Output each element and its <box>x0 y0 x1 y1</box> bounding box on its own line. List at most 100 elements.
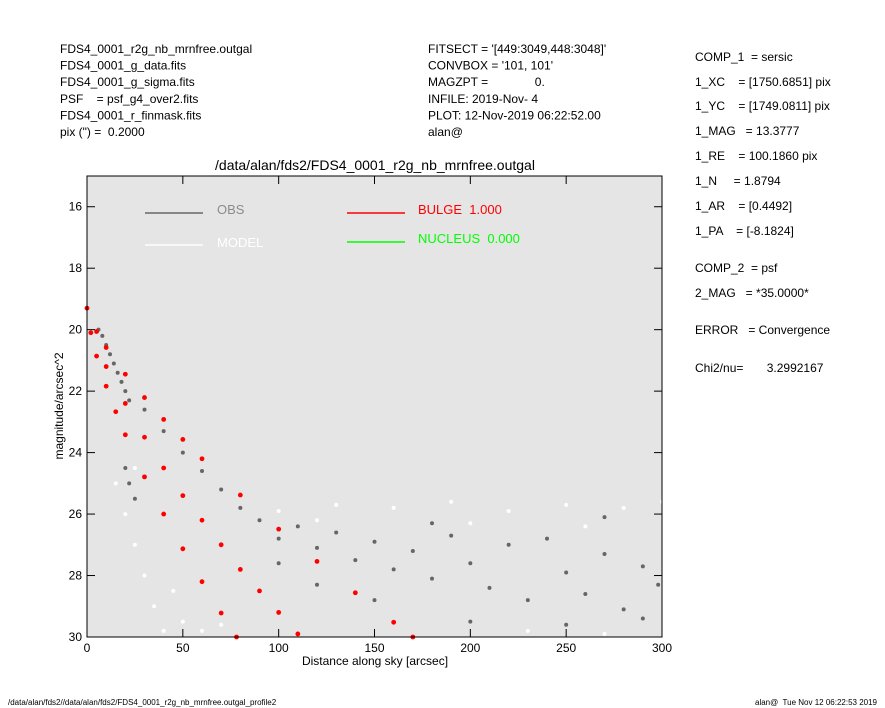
data-point <box>334 530 339 535</box>
data-point <box>257 518 262 523</box>
data-point <box>602 552 607 557</box>
legend-label: OBS <box>217 202 245 217</box>
legend-label: BULGE 1.000 <box>418 202 502 217</box>
data-point <box>161 465 167 471</box>
header-left-line: PSF = psf_g4_over2.fits <box>60 92 198 106</box>
data-point <box>583 591 588 596</box>
y-tick-label: 26 <box>69 507 83 521</box>
data-point <box>119 379 124 384</box>
data-point <box>115 370 120 375</box>
data-point <box>142 474 147 480</box>
data-point <box>410 548 415 553</box>
parameter-line: COMP_2 = psf <box>695 261 778 275</box>
data-point <box>314 558 320 564</box>
data-point <box>94 329 99 334</box>
parameter-line: 1_MAG = 13.3777 <box>695 124 800 138</box>
data-point <box>506 508 511 513</box>
data-point <box>640 616 645 621</box>
x-tick-label: 100 <box>269 641 289 655</box>
parameter-line: COMP_1 = sersic <box>695 50 793 64</box>
data-point <box>334 502 339 507</box>
data-point <box>564 502 569 507</box>
data-point <box>237 492 243 498</box>
y-tick-label: 20 <box>69 323 83 337</box>
legend-label: NUCLEUS 0.000 <box>418 231 520 246</box>
data-point <box>295 524 300 529</box>
data-point <box>180 450 185 455</box>
parameter-line: ERROR = Convergence <box>695 323 830 337</box>
data-point <box>161 511 167 517</box>
header-middle-line: CONVBOX = '101, 101' <box>428 59 553 73</box>
x-tick-label: 300 <box>652 641 672 655</box>
data-point <box>100 333 105 338</box>
data-point <box>219 487 224 492</box>
parameter-line: 1_PA = [-8.1824] <box>695 224 794 238</box>
parameter-line: 1_AR = [0.4492] <box>695 199 792 213</box>
data-point <box>161 628 166 633</box>
data-point <box>123 389 128 394</box>
data-point <box>237 566 243 572</box>
data-point <box>295 631 301 637</box>
data-point <box>506 542 511 547</box>
data-point <box>276 526 282 532</box>
data-point <box>449 533 454 538</box>
data-point <box>108 352 112 357</box>
x-tick-label: 250 <box>556 641 576 655</box>
parameter-line: Chi2/nu= 3.2992167 <box>695 361 824 375</box>
parameter-line: 1_XC = [1750.6851] pix <box>695 75 831 89</box>
footer-path: /data/alan/fds2//data/alan/fds2/FDS4_000… <box>8 698 277 707</box>
data-point <box>545 536 549 541</box>
data-point <box>113 481 118 486</box>
data-point <box>142 395 147 400</box>
data-point <box>391 619 397 625</box>
data-point <box>122 371 128 377</box>
data-point <box>257 588 262 594</box>
y-axis-label: magnitude/arcsec^2 <box>52 352 66 459</box>
data-point <box>199 456 205 462</box>
chart-title: /data/alan/fds2/FDS4_0001_r2g_nb_mrnfree… <box>215 157 535 173</box>
data-point <box>180 436 186 442</box>
data-point <box>352 590 358 596</box>
plot-background <box>87 176 662 637</box>
data-point <box>132 496 137 501</box>
data-point <box>372 539 377 544</box>
header-left-line: FDS4_0001_r2g_nb_mrnfree.outgal <box>60 42 252 56</box>
data-point <box>621 607 626 612</box>
data-point <box>123 465 128 470</box>
header-middle-line: MAGZPT = 0. <box>428 75 545 89</box>
data-point <box>602 631 607 636</box>
data-point <box>142 407 147 412</box>
data-point <box>142 573 147 578</box>
data-point <box>276 610 282 615</box>
data-point <box>113 409 119 415</box>
data-point <box>315 518 319 523</box>
data-point <box>111 361 116 366</box>
data-point <box>218 610 224 616</box>
parameter-line: 1_YC = [1749.0811] pix <box>695 99 830 113</box>
data-point <box>372 598 377 603</box>
header-middle-line: PLOT: 12-Nov-2019 06:22:52.00 <box>428 108 601 122</box>
data-point <box>276 561 281 566</box>
footer-date: alan@ Tue Nov 12 06:22:53 2019 <box>755 698 878 707</box>
data-point <box>640 564 645 569</box>
data-point <box>218 542 224 548</box>
y-tick-label: 30 <box>69 630 83 644</box>
parameter-line: 1_N = 1.8794 <box>695 174 781 188</box>
data-point <box>94 353 99 359</box>
header-left-line: FDS4_0001_g_data.fits <box>60 59 186 73</box>
data-point <box>180 546 186 552</box>
x-tick-label: 200 <box>460 641 480 655</box>
data-point <box>142 434 147 440</box>
data-point <box>621 505 626 510</box>
y-tick-label: 28 <box>69 569 83 583</box>
header-middle-line: INFILE: 2019-Nov- 4 <box>428 92 538 106</box>
data-point <box>199 517 205 523</box>
data-point <box>180 619 185 624</box>
data-point <box>564 622 569 627</box>
legend-label: MODEL <box>217 235 263 250</box>
data-point <box>315 545 319 550</box>
data-point <box>171 588 176 593</box>
x-axis-label: Distance along sky [arcsec] <box>302 654 448 668</box>
data-point <box>123 512 128 517</box>
